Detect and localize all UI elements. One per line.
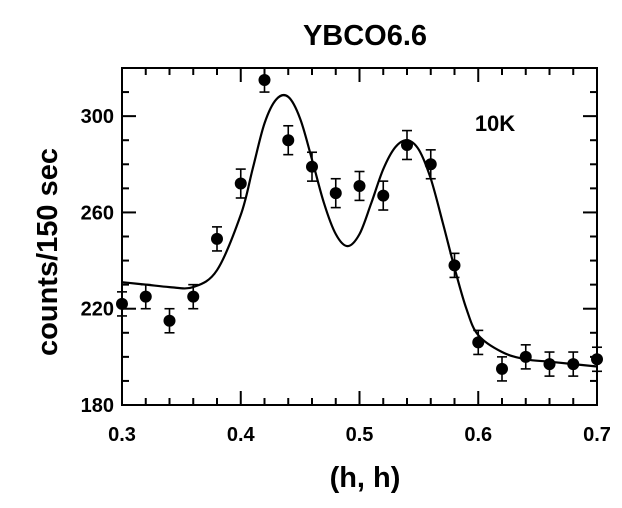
x-tick-label: 0.3	[108, 424, 136, 446]
data-marker	[211, 232, 223, 245]
x-tick-label: 0.5	[346, 424, 374, 446]
data-point	[567, 351, 580, 377]
y-tick-label: 220	[81, 299, 114, 321]
data-marker	[567, 358, 580, 371]
data-marker	[496, 362, 508, 375]
data-point	[496, 356, 508, 382]
data-point	[329, 177, 342, 209]
data-point	[591, 346, 603, 373]
data-marker	[424, 158, 437, 171]
y-tick-label: 180	[81, 395, 114, 417]
data-marker	[139, 290, 152, 303]
data-marker	[258, 74, 271, 87]
data-point	[234, 168, 247, 199]
data-marker	[234, 177, 247, 190]
x-axis-label: (h, h)	[330, 462, 401, 494]
data-point	[424, 149, 437, 180]
data-marker	[401, 139, 413, 152]
y-tick-label: 260	[81, 202, 114, 224]
data-point	[211, 226, 223, 252]
data-marker	[163, 314, 176, 327]
y-tick-label: 300	[81, 106, 114, 128]
data-point	[187, 283, 200, 310]
data-marker	[591, 353, 603, 366]
chart-title: YBCO6.6	[303, 20, 427, 52]
data-point	[543, 351, 556, 377]
data-point	[258, 67, 271, 93]
annotation-10k: 10K	[475, 111, 515, 136]
data-point	[448, 252, 461, 279]
data-point	[116, 291, 128, 317]
data-point	[472, 329, 485, 356]
fit-curve-layer	[121, 93, 598, 368]
data-marker	[448, 259, 461, 272]
data-point	[377, 180, 390, 211]
data-point	[401, 129, 413, 161]
data-point	[306, 151, 318, 182]
data-marker	[187, 290, 200, 303]
x-tick-label: 0.4	[227, 424, 256, 446]
data-marker	[353, 179, 366, 192]
data-marker	[116, 297, 128, 310]
data-marker	[377, 189, 390, 202]
data-marker	[519, 350, 532, 363]
data-point	[139, 283, 152, 310]
data-point	[353, 170, 366, 202]
data-marker	[282, 134, 295, 147]
axis-ticks	[121, 67, 598, 406]
fit-curve	[121, 93, 598, 368]
x-tick-label: 0.7	[583, 424, 611, 446]
x-tick-label: 0.6	[464, 424, 492, 446]
data-marker	[543, 358, 556, 371]
tick-labels: 0.3 0.4 0.5 0.6 0.7 180 220 260 300	[81, 106, 611, 446]
data-marker	[329, 187, 342, 200]
data-marker	[472, 336, 485, 349]
data-points-layer	[116, 67, 603, 382]
data-point	[163, 307, 176, 334]
data-point	[519, 344, 532, 370]
y-axis-label: counts/150 sec	[32, 148, 64, 356]
data-marker	[306, 160, 318, 173]
data-point	[282, 124, 295, 156]
